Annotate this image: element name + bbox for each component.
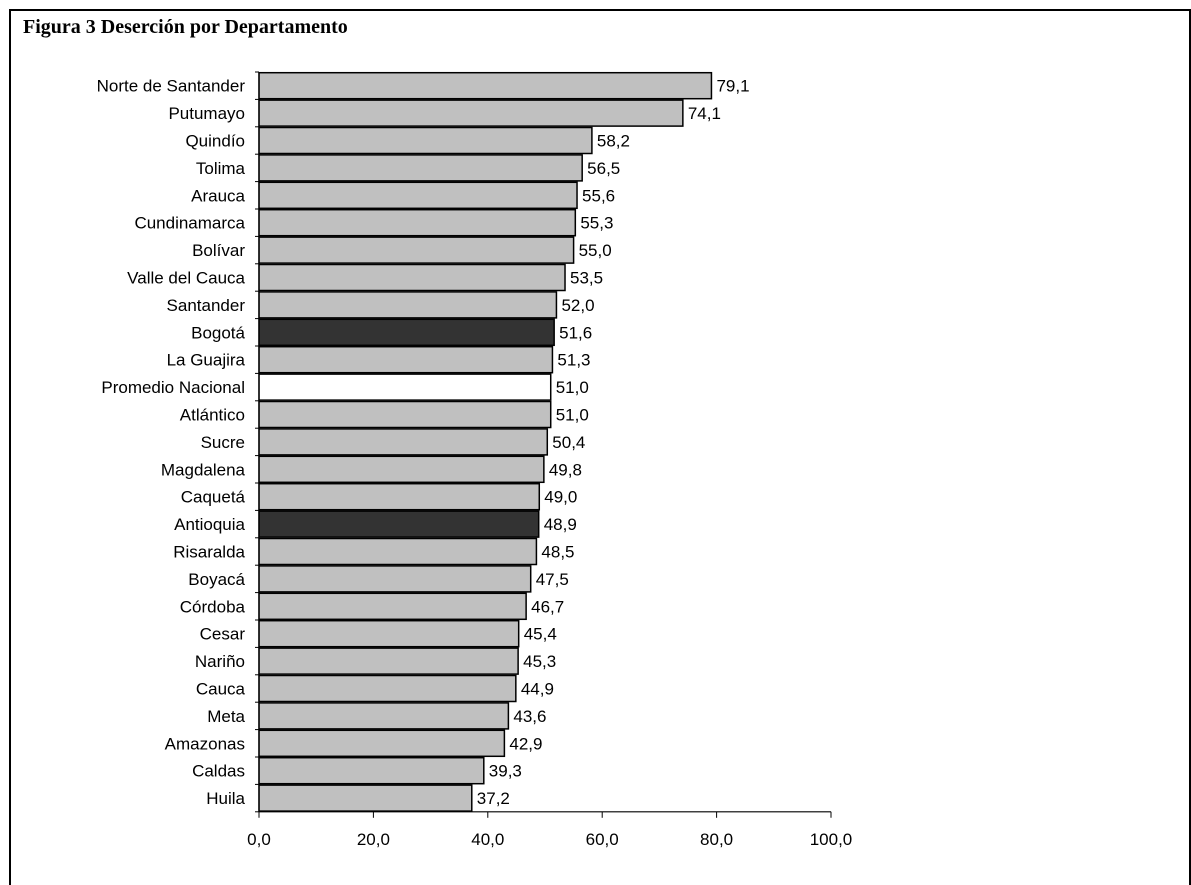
x-axis-tick-label: 20,0 (357, 830, 390, 849)
bar (258, 756, 485, 785)
category-label: Quindío (185, 132, 245, 151)
bar (258, 373, 552, 401)
category-label: Boyacá (188, 570, 245, 589)
bar (258, 455, 545, 484)
category-label: Nariño (195, 652, 245, 671)
category-label: La Guajira (167, 351, 246, 370)
value-label: 48,5 (541, 543, 574, 562)
bar (258, 729, 506, 758)
bar (258, 565, 532, 593)
value-label: 46,7 (531, 597, 564, 616)
bar (258, 126, 593, 155)
value-label: 51,6 (559, 323, 592, 342)
value-label: 51,3 (557, 351, 590, 370)
value-label: 49,8 (549, 460, 582, 479)
category-label: Valle del Cauca (127, 269, 245, 288)
bar (258, 154, 583, 182)
category-label: Risaralda (173, 543, 245, 562)
figure-frame (9, 9, 1191, 885)
bar (258, 71, 713, 100)
category-label: Bogotá (191, 323, 245, 342)
bar (258, 291, 558, 319)
category-label: Cesar (200, 625, 246, 644)
category-label: Córdoba (180, 597, 246, 616)
category-label: Santander (167, 296, 246, 315)
bar (258, 345, 554, 374)
value-label: 51,0 (556, 378, 589, 397)
value-label: 43,6 (513, 707, 546, 726)
value-label: 52,0 (561, 296, 594, 315)
figure-title: Figura 3 Deserción por Departamento (23, 16, 348, 38)
category-label: Arauca (191, 186, 245, 205)
value-label: 56,5 (587, 159, 620, 178)
bar (258, 619, 520, 648)
bar (258, 181, 578, 210)
value-label: 45,4 (524, 625, 557, 644)
category-label: Norte de Santander (97, 77, 246, 96)
bar (258, 263, 566, 292)
value-label: 50,4 (552, 433, 585, 452)
category-label: Cauca (196, 680, 246, 699)
x-axis-tick-label: 0,0 (247, 830, 271, 849)
category-label: Putumayo (168, 104, 245, 123)
value-label: 58,2 (597, 132, 630, 151)
value-label: 47,5 (536, 570, 569, 589)
bar (258, 702, 510, 730)
value-label: 55,6 (582, 186, 615, 205)
bar (258, 428, 549, 456)
bar (258, 208, 577, 237)
bar (258, 482, 541, 511)
category-label: Promedio Nacional (101, 378, 245, 397)
value-label: 49,0 (544, 488, 577, 507)
category-label: Sucre (201, 433, 245, 452)
category-label: Bolívar (192, 241, 245, 260)
bar (258, 674, 517, 703)
category-label: Amazonas (165, 734, 245, 753)
value-label: 79,1 (716, 77, 749, 96)
bar (258, 318, 555, 347)
x-axis-tick-label: 80,0 (700, 830, 733, 849)
value-label: 45,3 (523, 652, 556, 671)
value-label: 48,9 (544, 515, 577, 534)
bar (258, 510, 540, 538)
bar (258, 99, 684, 127)
category-label: Meta (207, 707, 245, 726)
category-label: Caquetá (181, 488, 246, 507)
bar (258, 236, 575, 264)
value-label: 55,3 (580, 214, 613, 233)
bar (258, 592, 527, 621)
value-label: 74,1 (688, 104, 721, 123)
bar (258, 537, 538, 566)
category-label: Atlántico (180, 406, 245, 425)
bar (258, 400, 552, 429)
x-axis-tick-label: 40,0 (471, 830, 504, 849)
category-label: Tolima (196, 159, 246, 178)
category-label: Cundinamarca (134, 214, 245, 233)
value-label: 39,3 (489, 762, 522, 781)
bar (258, 784, 473, 812)
value-label: 44,9 (521, 680, 554, 699)
value-label: 42,9 (509, 734, 542, 753)
value-label: 51,0 (556, 406, 589, 425)
value-label: 37,2 (477, 789, 510, 808)
bar (258, 647, 519, 675)
value-label: 53,5 (570, 269, 603, 288)
x-axis-tick-label: 100,0 (810, 830, 853, 849)
category-label: Caldas (192, 762, 245, 781)
category-label: Antioquia (174, 515, 245, 534)
category-label: Magdalena (161, 460, 246, 479)
x-axis-tick-label: 60,0 (586, 830, 619, 849)
value-label: 55,0 (579, 241, 612, 260)
category-label: Huila (206, 789, 245, 808)
